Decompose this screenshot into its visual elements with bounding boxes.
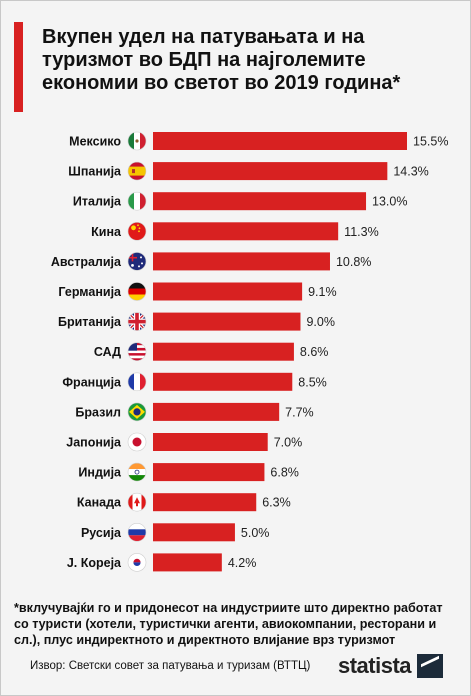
- value-label: 7.0%: [274, 436, 303, 450]
- uk-flag-icon: [128, 312, 146, 331]
- flag-outline: [127, 131, 147, 151]
- bar-row: Шпанија 14.3%: [68, 161, 429, 181]
- australia-flag-icon: [128, 252, 146, 271]
- category-label: Германија: [58, 285, 122, 299]
- bar-row: Русија 5.0%: [81, 522, 270, 542]
- statista-logo: statista: [338, 652, 444, 680]
- bar-row: Јапонија 7.0%: [66, 432, 303, 452]
- flag-outline: [127, 553, 147, 572]
- flag-outline: [127, 191, 147, 211]
- bar-row: Индија 6.8%: [78, 462, 299, 482]
- value-label: 9.1%: [308, 285, 337, 299]
- category-label: Италија: [73, 195, 122, 209]
- category-label: Бразил: [75, 405, 121, 419]
- value-label: 11.3%: [344, 225, 379, 239]
- bar: [153, 282, 303, 301]
- flag-outline: [127, 282, 147, 301]
- bar-row: Мексико 15.5%: [69, 131, 448, 151]
- value-label: 7.7%: [285, 405, 314, 419]
- footnote: *вклучувајќи го и придонесот на индустри…: [14, 601, 443, 647]
- flag-outline: [127, 372, 147, 392]
- flag-outline: [127, 342, 147, 362]
- bar: [153, 132, 407, 150]
- source-note: Извор: Светски совет за патувања и туриз…: [30, 660, 311, 672]
- category-label: САД: [94, 345, 121, 359]
- bar: [153, 252, 330, 271]
- bar-row: Италија 13.0%: [73, 191, 407, 211]
- bar: [153, 463, 265, 482]
- category-label: Британија: [58, 315, 122, 329]
- bar-row: Канада 6.3%: [77, 492, 291, 512]
- bar-row: Германија 9.1%: [58, 282, 337, 301]
- value-label: 10.8%: [336, 255, 371, 269]
- russia-flag-icon: [128, 523, 146, 542]
- spain-flag-icon: [128, 162, 146, 181]
- bar: [153, 523, 235, 542]
- france-flag-icon: [128, 372, 146, 391]
- usa-flag-icon: [128, 342, 146, 361]
- bar-row: Франција 8.5%: [62, 372, 327, 392]
- bar-row: Британија 9.0%: [58, 312, 335, 331]
- bar: [153, 372, 293, 391]
- india-flag-icon: [128, 463, 146, 482]
- bar: [153, 342, 294, 361]
- flag-outline: [127, 161, 147, 181]
- flag-outline: [127, 492, 147, 512]
- category-label: Кина: [91, 225, 122, 239]
- bar: [153, 192, 367, 211]
- value-label: 5.0%: [241, 526, 270, 540]
- bar: [153, 493, 257, 512]
- value-label: 6.3%: [262, 496, 291, 510]
- flag-outline: [127, 522, 147, 542]
- brazil-flag-icon: [128, 402, 146, 421]
- category-label: Русија: [81, 526, 122, 540]
- japan-flag-icon: [128, 433, 146, 451]
- bar: [153, 312, 301, 331]
- canada-flag-icon: [128, 493, 146, 512]
- flag-outline: [127, 462, 147, 482]
- category-label: Канада: [77, 496, 122, 510]
- value-label: 8.6%: [300, 345, 329, 359]
- bar: [153, 433, 268, 451]
- value-label: 14.3%: [393, 165, 428, 179]
- category-label: Мексико: [69, 135, 121, 149]
- bar-row: Кина 11.3%: [91, 222, 379, 241]
- bar-row: Бразил 7.7%: [75, 402, 314, 422]
- flag-outline: [127, 222, 147, 241]
- statista-logo-icon: [417, 654, 444, 678]
- italy-flag-icon: [128, 192, 146, 211]
- value-label: 13.0%: [372, 195, 407, 209]
- category-label: Индија: [78, 466, 122, 480]
- value-label: 6.8%: [270, 466, 299, 480]
- bar: [153, 222, 339, 241]
- category-label: Ј. Кореја: [67, 556, 122, 570]
- bar-row: САД 8.6%: [94, 342, 329, 362]
- bar: [153, 402, 280, 421]
- chart-title: Вкупен удел на патувањата и на туризмот …: [42, 26, 401, 94]
- flag-outline: [127, 432, 147, 452]
- mexico-flag-icon: [128, 132, 146, 150]
- flag-outline: [127, 402, 147, 422]
- flag-outline: [127, 252, 147, 271]
- category-label: Франција: [62, 375, 122, 389]
- bar-row: Ј. Кореја 4.2%: [67, 553, 257, 572]
- value-label: 9.0%: [306, 315, 335, 329]
- category-label: Јапонија: [66, 436, 122, 450]
- title-accent-bar: [14, 22, 23, 112]
- value-label: 15.5%: [413, 135, 448, 149]
- value-label: 4.2%: [228, 556, 257, 570]
- china-flag-icon: [128, 222, 146, 241]
- bar: [153, 162, 388, 181]
- category-label: Австралија: [51, 255, 122, 269]
- category-label: Шпанија: [68, 165, 122, 179]
- bar-row: Австралија 10.8%: [51, 252, 371, 271]
- bar-chart: Мексико 15.5% Шпанија 14.3% Италија 13.0% Кина…: [51, 131, 448, 572]
- germany-flag-icon: [128, 282, 146, 301]
- bar: [153, 553, 222, 572]
- value-label: 8.5%: [298, 375, 327, 389]
- flag-outline: [127, 312, 147, 331]
- logo-text: statista: [338, 653, 412, 678]
